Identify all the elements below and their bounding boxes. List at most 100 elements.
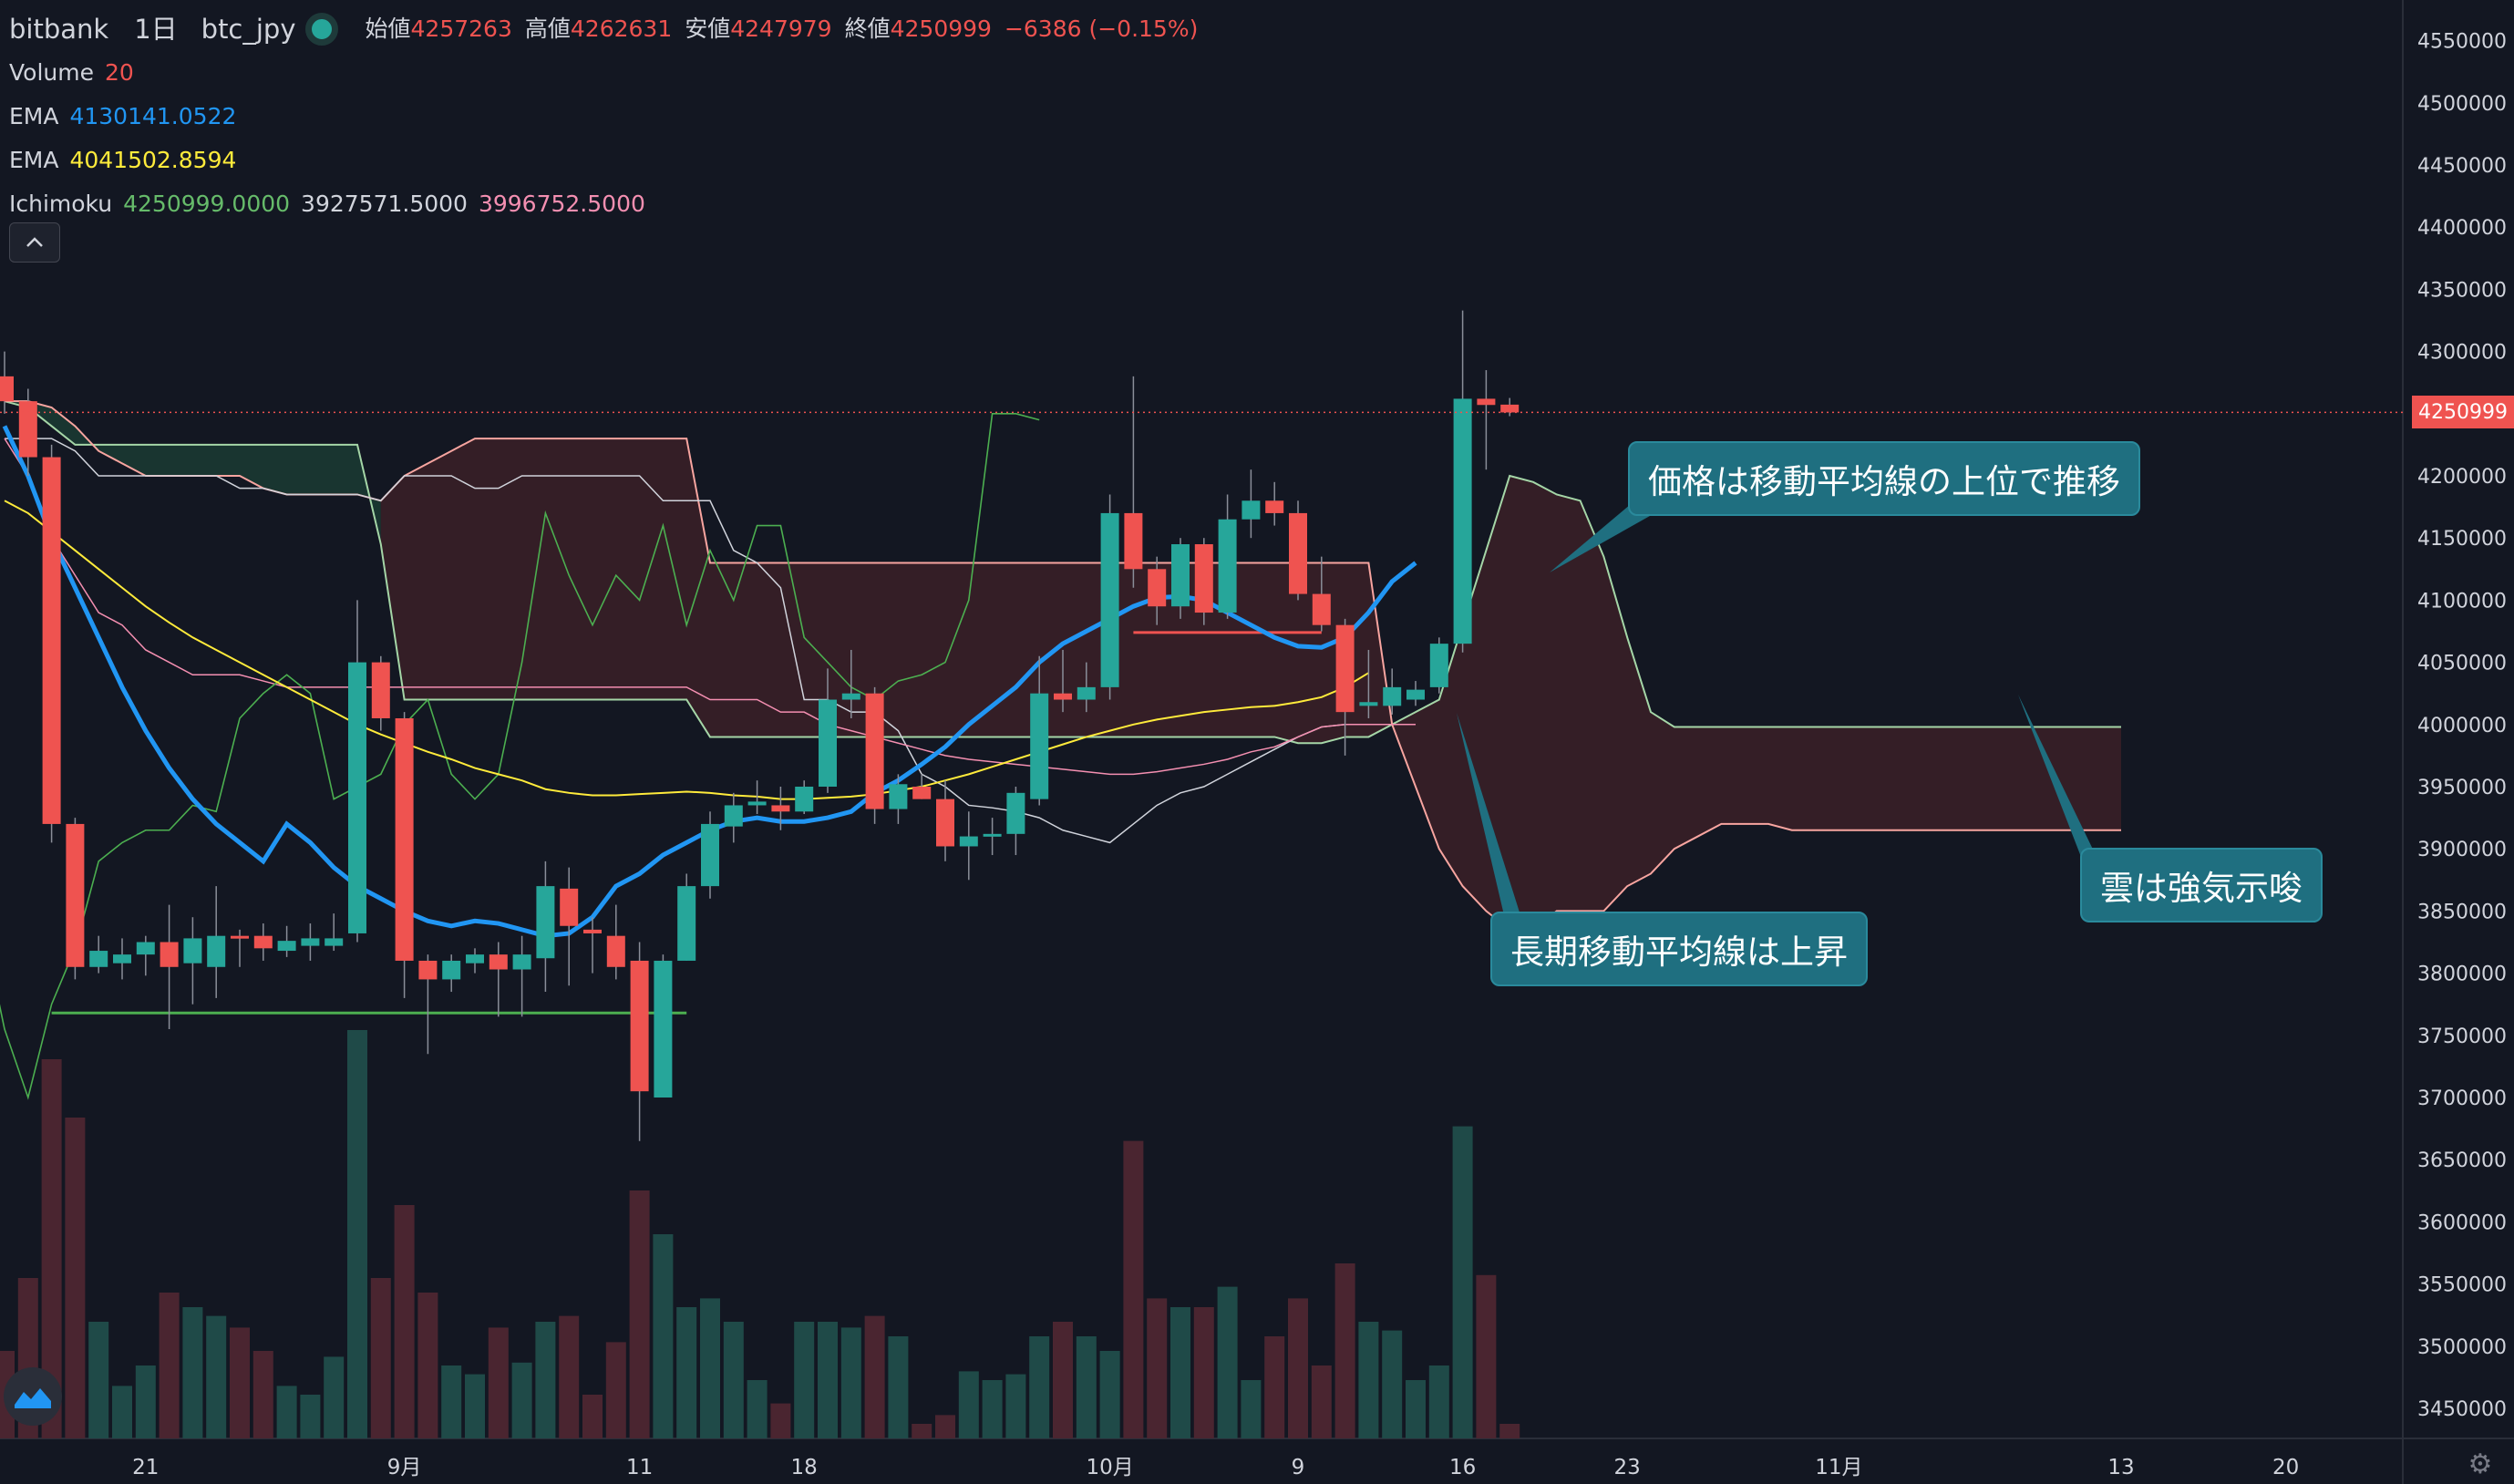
indicator-ema-fast[interactable]: EMA 4130141.0522	[9, 95, 1198, 139]
volume-bar	[1053, 1322, 1073, 1438]
indicator-value-3: 3996752.5000	[478, 191, 645, 217]
volume-bar	[300, 1395, 321, 1438]
candle-body	[865, 693, 884, 809]
indicator-name: Volume	[9, 59, 94, 86]
candle-body	[325, 938, 344, 946]
candle-body	[1171, 544, 1190, 607]
volume-bar	[958, 1371, 979, 1438]
candle-body	[1077, 686, 1096, 700]
candle	[560, 867, 579, 986]
candle-body	[677, 886, 696, 961]
volume-bar	[559, 1315, 580, 1438]
price-tick-label: 3950000	[2417, 777, 2507, 799]
indicator-volume[interactable]: Volume 20	[9, 51, 1198, 95]
price-axis-bg	[2403, 0, 2514, 1484]
candle-body	[1006, 792, 1025, 834]
price-tick-label: 3550000	[2417, 1274, 2507, 1297]
candle	[113, 938, 131, 980]
volume-bar	[1452, 1126, 1473, 1438]
candle-body	[1124, 512, 1143, 570]
candle-body	[136, 942, 155, 955]
volume-bar	[1264, 1336, 1285, 1438]
volume-bar	[1288, 1298, 1308, 1438]
candle	[442, 954, 461, 993]
candle-body	[277, 941, 296, 952]
pointer-price-above-ma	[1550, 500, 1650, 572]
volume-bar	[159, 1293, 180, 1438]
candle	[654, 954, 673, 1098]
tenkan-line	[5, 438, 1416, 844]
candle	[819, 668, 837, 793]
candle	[1359, 649, 1378, 718]
time-tick-label: 13	[2107, 1456, 2134, 1479]
volume-bar	[840, 1327, 861, 1438]
candle-body	[1148, 569, 1167, 607]
candle	[1500, 397, 1520, 417]
high-value: 4262631	[570, 15, 673, 42]
volume-bar	[417, 1293, 438, 1438]
candle	[1054, 649, 1072, 713]
volume-bar	[605, 1342, 626, 1438]
candle-body	[66, 823, 85, 967]
volume-bar	[441, 1365, 462, 1438]
candle	[959, 811, 978, 881]
candle	[1194, 538, 1213, 625]
candle	[724, 792, 743, 843]
candle	[606, 904, 625, 980]
low-label: 安値	[685, 15, 731, 42]
candle-body	[889, 784, 908, 809]
price-tick-label: 3600000	[2417, 1211, 2507, 1234]
indicator-name: Ichimoku	[9, 191, 113, 217]
volume-bar	[1406, 1380, 1426, 1438]
candle	[395, 712, 414, 998]
close-value: 4250999	[890, 15, 992, 42]
indicator-ichimoku[interactable]: Ichimoku 4250999.0000 3927571.5000 39967…	[9, 182, 1198, 226]
settings-gear-icon[interactable]: ⚙	[2468, 1448, 2493, 1480]
time-tick-label: 23	[1614, 1456, 1641, 1479]
volume-bar	[135, 1365, 156, 1438]
volume-bar	[864, 1315, 885, 1438]
candle-body	[819, 699, 837, 787]
candle	[865, 686, 884, 824]
candle-body	[18, 401, 37, 458]
indicator-value: 20	[104, 59, 134, 86]
indicator-ema-slow[interactable]: EMA 4041502.8594	[9, 139, 1198, 182]
candle	[1171, 538, 1190, 619]
price-tick-label: 4400000	[2417, 217, 2507, 240]
candle-body	[583, 929, 602, 933]
price-tick-label: 4450000	[2417, 155, 2507, 178]
candle	[1477, 370, 1496, 470]
logo[interactable]	[4, 1367, 62, 1426]
change-value: −6386 (−0.15%)	[1004, 15, 1199, 42]
candle-body	[606, 935, 625, 967]
volume-bar	[465, 1374, 485, 1438]
time-tick-label: 10月	[1086, 1456, 1133, 1479]
candle	[795, 780, 814, 815]
candle	[1429, 637, 1448, 694]
volume-bar	[488, 1327, 509, 1438]
interval-label[interactable]: 1日	[134, 14, 178, 45]
collapse-legend-button[interactable]	[9, 222, 60, 263]
volume-bar	[912, 1424, 932, 1438]
candle-body	[1335, 624, 1355, 713]
exchange-name[interactable]: bitbank	[9, 14, 109, 45]
candle-body	[253, 935, 273, 949]
price-tick-label: 4100000	[2417, 590, 2507, 613]
volume-bar	[1241, 1380, 1262, 1438]
candle	[1077, 662, 1096, 713]
volume-bar	[1476, 1274, 1497, 1438]
candle-body	[1265, 500, 1284, 513]
pointer-cloud-bullish	[2018, 695, 2097, 873]
candle	[42, 444, 61, 843]
time-tick-label: 11	[626, 1456, 653, 1479]
close-label: 終値	[844, 15, 891, 42]
candle-body	[841, 693, 860, 700]
volume-bar	[1499, 1424, 1520, 1438]
callout-cloud-bullish: 雲は強気示唆	[2080, 848, 2323, 922]
symbol-label[interactable]: btc_jpy	[201, 14, 296, 45]
candle-body	[936, 799, 954, 847]
price-tick-label: 3650000	[2417, 1149, 2507, 1172]
volume-bar	[888, 1336, 909, 1438]
callout-pointers	[1457, 500, 2097, 915]
